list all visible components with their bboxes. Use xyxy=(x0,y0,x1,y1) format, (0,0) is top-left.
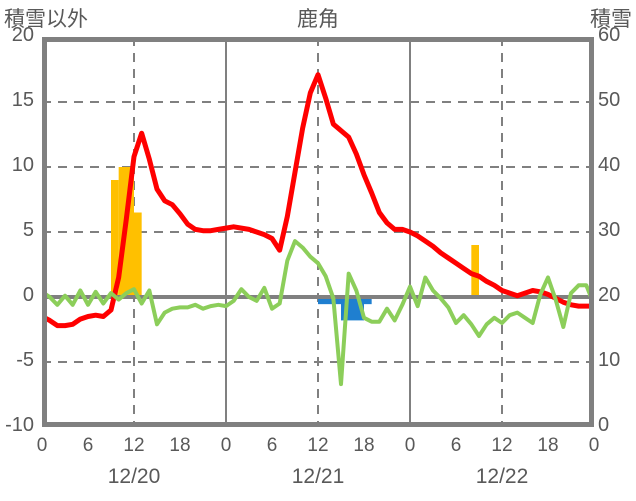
day-label: 12/21 xyxy=(291,465,345,488)
right-tick-label: 60 xyxy=(598,24,621,46)
left-tick-label: 5 xyxy=(22,219,34,241)
right-tick-label: 40 xyxy=(598,154,621,176)
x-tick-label: 0 xyxy=(220,435,232,456)
line-series xyxy=(42,72,594,427)
x-tick-label: 6 xyxy=(266,435,278,456)
x-tick-label: 6 xyxy=(450,435,462,456)
left-tick-label: -10 xyxy=(5,414,34,436)
x-tick-label: 12 xyxy=(491,435,513,456)
right-axis-title: 積雪 xyxy=(590,8,632,31)
right-tick-label: 30 xyxy=(598,219,621,241)
day-label: 12/22 xyxy=(475,465,529,488)
secondary-line xyxy=(42,239,594,387)
right-tick-label: 10 xyxy=(598,349,621,371)
left-tick-label: 20 xyxy=(11,24,34,46)
right-tick-label: 20 xyxy=(598,284,621,306)
x-tick-label: 0 xyxy=(36,435,48,456)
snowfall-bar xyxy=(471,245,479,297)
snowfall-bar xyxy=(134,212,142,297)
day-label: 12/20 xyxy=(107,465,161,488)
page-title: 鹿角 xyxy=(297,8,339,31)
right-tick-label: 50 xyxy=(598,89,621,111)
plot-border xyxy=(42,37,594,427)
left-axis-title: 積雪以外 xyxy=(4,8,88,31)
x-tick-label: 18 xyxy=(353,435,375,456)
x-tick-label: 6 xyxy=(82,435,94,456)
plot-area xyxy=(42,37,594,427)
left-tick-label: 10 xyxy=(11,154,34,176)
x-tick-label: 18 xyxy=(169,435,191,456)
x-tick-label: 12 xyxy=(307,435,329,456)
x-tick-label: 18 xyxy=(537,435,559,456)
left-tick-label: 0 xyxy=(22,284,34,306)
left-tick-label: -5 xyxy=(16,349,34,371)
x-tick-label: 0 xyxy=(588,435,600,456)
snowfall-bar xyxy=(111,180,119,297)
left-tick-label: 15 xyxy=(11,89,34,111)
temperature-line xyxy=(42,72,594,329)
x-tick-label: 0 xyxy=(404,435,416,456)
x-tick-label: 12 xyxy=(123,435,145,456)
plot-svg xyxy=(42,37,594,427)
plot-frame xyxy=(42,37,594,427)
right-tick-label: 0 xyxy=(598,414,610,436)
